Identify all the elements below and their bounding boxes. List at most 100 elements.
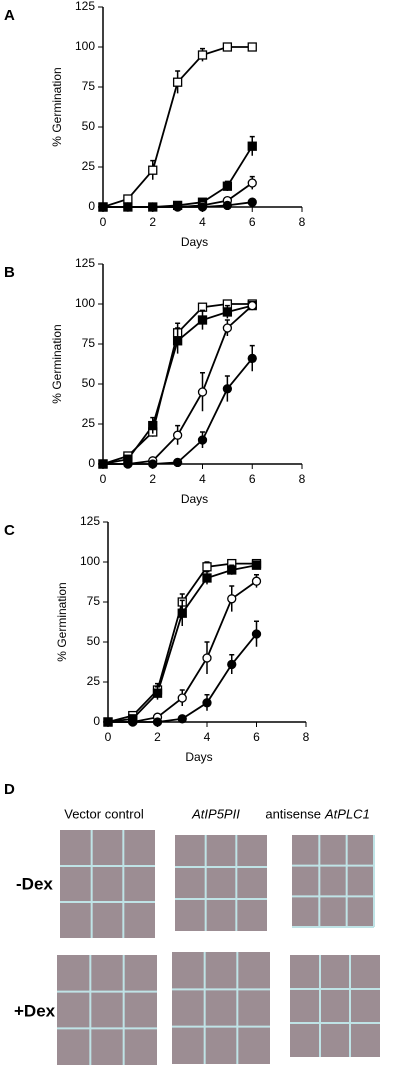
marker: [172, 457, 183, 468]
x-tick-label: 8: [299, 472, 306, 486]
marker: [251, 560, 262, 570]
panel-label: D: [4, 781, 15, 798]
marker: [202, 562, 212, 572]
y-axis-label: % Germination: [55, 582, 69, 661]
marker: [148, 165, 158, 175]
marker: [103, 717, 113, 727]
x-tick-label: 0: [100, 215, 107, 229]
y-tick-label: 25: [82, 159, 96, 173]
column-label: AtPLC1: [324, 806, 370, 821]
y-tick-label: 125: [80, 514, 100, 528]
column-label: Vector control: [64, 806, 144, 821]
marker: [251, 629, 262, 639]
marker: [177, 608, 187, 618]
y-tick-label: 100: [80, 554, 100, 568]
x-axis-label: Days: [181, 492, 208, 506]
y-tick-label: 50: [82, 119, 96, 133]
x-tick-label: 4: [199, 215, 206, 229]
y-tick-label: 125: [75, 0, 95, 13]
marker: [197, 315, 208, 325]
marker: [247, 141, 257, 151]
marker: [177, 693, 187, 703]
marker: [123, 202, 133, 212]
marker: [222, 42, 233, 52]
marker: [247, 197, 257, 207]
marker: [227, 594, 237, 604]
marker: [123, 459, 133, 469]
row-label: -Dex: [16, 874, 53, 893]
marker: [202, 653, 212, 663]
marker: [197, 50, 208, 60]
marker: [98, 459, 108, 469]
panel-label: C: [4, 522, 15, 539]
marker: [222, 323, 233, 333]
marker: [148, 420, 158, 431]
x-tick-label: 2: [149, 215, 156, 229]
marker: [177, 714, 187, 724]
x-tick-label: 6: [253, 730, 260, 744]
y-axis-label: % Germination: [50, 67, 64, 146]
marker: [247, 300, 257, 311]
photo: [60, 830, 155, 938]
marker: [247, 178, 257, 188]
y-tick-label: 0: [88, 199, 95, 213]
line: [103, 357, 253, 465]
x-tick-label: 4: [199, 472, 206, 486]
marker: [172, 202, 183, 212]
marker: [152, 688, 163, 698]
panel-label: A: [4, 7, 15, 24]
marker: [148, 459, 158, 469]
column-label: AtIP5PII: [191, 806, 240, 821]
y-tick-label: 75: [82, 79, 96, 93]
marker: [172, 77, 183, 87]
y-tick-label: 100: [75, 39, 95, 53]
marker: [123, 194, 133, 204]
marker: [197, 435, 208, 445]
marker: [128, 717, 138, 727]
x-tick-label: 4: [204, 730, 211, 744]
y-tick-label: 50: [87, 634, 101, 648]
x-tick-label: 0: [105, 730, 112, 744]
y-tick-label: 0: [93, 714, 100, 728]
marker: [222, 200, 233, 211]
marker: [202, 698, 212, 708]
y-axis-label: % Germination: [50, 324, 64, 403]
line: [108, 633, 258, 723]
y-tick-label: 75: [87, 594, 101, 608]
x-tick-label: 6: [249, 472, 256, 486]
y-tick-label: 125: [75, 256, 95, 270]
marker: [98, 202, 108, 212]
x-axis-label: Days: [185, 750, 212, 764]
marker: [222, 384, 233, 394]
photo: [292, 835, 374, 927]
y-tick-label: 0: [88, 456, 95, 470]
marker: [222, 181, 233, 191]
marker: [227, 565, 237, 575]
marker: [148, 202, 158, 212]
marker: [197, 202, 208, 212]
panel-label: B: [4, 264, 15, 281]
y-tick-label: 75: [82, 336, 96, 350]
row-label: +Dex: [14, 1001, 56, 1020]
x-tick-label: 6: [249, 215, 256, 229]
column-label: antisense: [265, 806, 321, 821]
x-axis-label: Days: [181, 235, 208, 249]
marker: [227, 659, 237, 670]
y-tick-label: 50: [82, 376, 96, 390]
marker: [251, 576, 262, 586]
marker: [172, 336, 183, 346]
marker: [222, 307, 233, 317]
x-tick-label: 8: [303, 730, 310, 744]
photo: [57, 955, 157, 1065]
x-tick-label: 8: [299, 215, 306, 229]
marker: [197, 387, 208, 397]
y-tick-label: 25: [82, 416, 96, 430]
marker: [172, 430, 183, 440]
y-tick-label: 25: [87, 674, 101, 688]
x-tick-label: 2: [154, 730, 161, 744]
y-tick-label: 100: [75, 296, 95, 310]
x-tick-label: 0: [100, 472, 107, 486]
marker: [247, 353, 257, 364]
